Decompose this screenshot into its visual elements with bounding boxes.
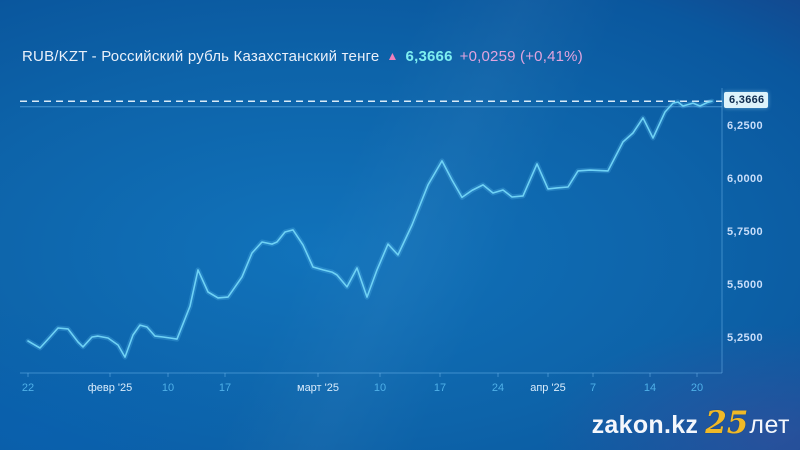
zakon-kz-logo: zakon.kz 25 лет (592, 408, 790, 440)
x-axis-day-label: 10 (161, 382, 175, 394)
x-axis-month-label: апр '25 (530, 382, 566, 394)
current-price-badge: 6,3666 (724, 92, 769, 109)
price-change: +0,0259 (+0,41%) (459, 48, 583, 65)
logo-wordmark: zakon.kz (591, 411, 699, 439)
x-axis-day-label: 10 (373, 382, 387, 394)
up-arrow-icon: ▲ (386, 49, 399, 63)
y-axis-label: 5,7500 (727, 225, 764, 238)
y-axis-label: 6,0000 (727, 172, 764, 185)
current-price: 6,3666 (405, 48, 453, 65)
x-axis-day-label: 22 (21, 382, 35, 394)
quote-header: RUB/KZT - Российский рубль Казахстанский… (22, 48, 583, 65)
x-axis-month-label: февр '25 (87, 382, 133, 394)
x-axis-day-label: 7 (589, 382, 597, 394)
anniversary-25-emblem: 25 (705, 405, 749, 441)
x-axis-day-label: 14 (643, 382, 657, 394)
logo-years-label: лет (749, 411, 790, 439)
price-line-glow (25, 98, 715, 360)
x-axis-day-label: 24 (491, 382, 505, 394)
x-axis-month-label: март '25 (297, 382, 339, 394)
price-line (27, 100, 713, 358)
x-axis-day-label: 17 (433, 382, 447, 394)
y-axis-label: 5,2500 (727, 332, 764, 344)
x-axis-day-label: 17 (218, 382, 232, 394)
x-axis-day-label: 20 (690, 382, 704, 394)
y-axis-label: 6,2500 (727, 119, 764, 132)
y-axis-label: 5,5000 (727, 278, 764, 291)
pair-title: RUB/KZT - Российский рубль Казахстанский… (22, 48, 380, 65)
